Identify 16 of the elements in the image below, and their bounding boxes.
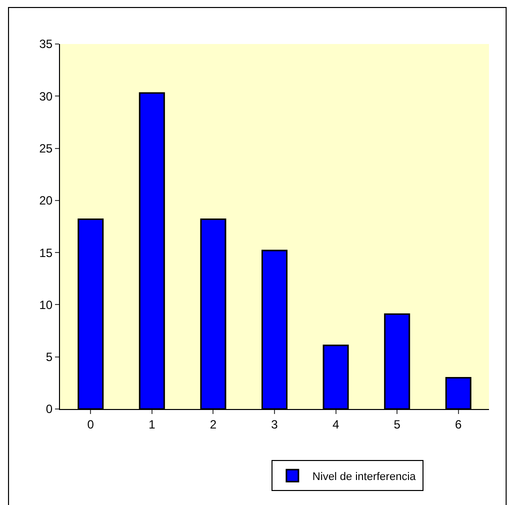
legend-label: Nivel de interferencia	[312, 470, 417, 483]
y-tick-label: 20	[39, 194, 53, 208]
y-tick-label: 30	[39, 89, 53, 104]
x-tick-label: 0	[87, 417, 94, 432]
y-tick-label: 5	[46, 350, 53, 364]
y-tick-label: 0	[46, 402, 53, 416]
x-tick-label: 2	[210, 417, 217, 432]
y-tick-label: 10	[39, 298, 53, 312]
x-tick-label: 5	[394, 417, 401, 432]
x-tick-label: 1	[148, 417, 156, 432]
y-tick-label: 25	[39, 141, 53, 156]
x-tick-label: 3	[271, 417, 278, 432]
y-tick-label: 15	[39, 246, 53, 260]
y-tick-label: 35	[39, 37, 53, 52]
x-tick-label: 4	[332, 417, 340, 432]
x-tick-label: 6	[455, 417, 462, 432]
